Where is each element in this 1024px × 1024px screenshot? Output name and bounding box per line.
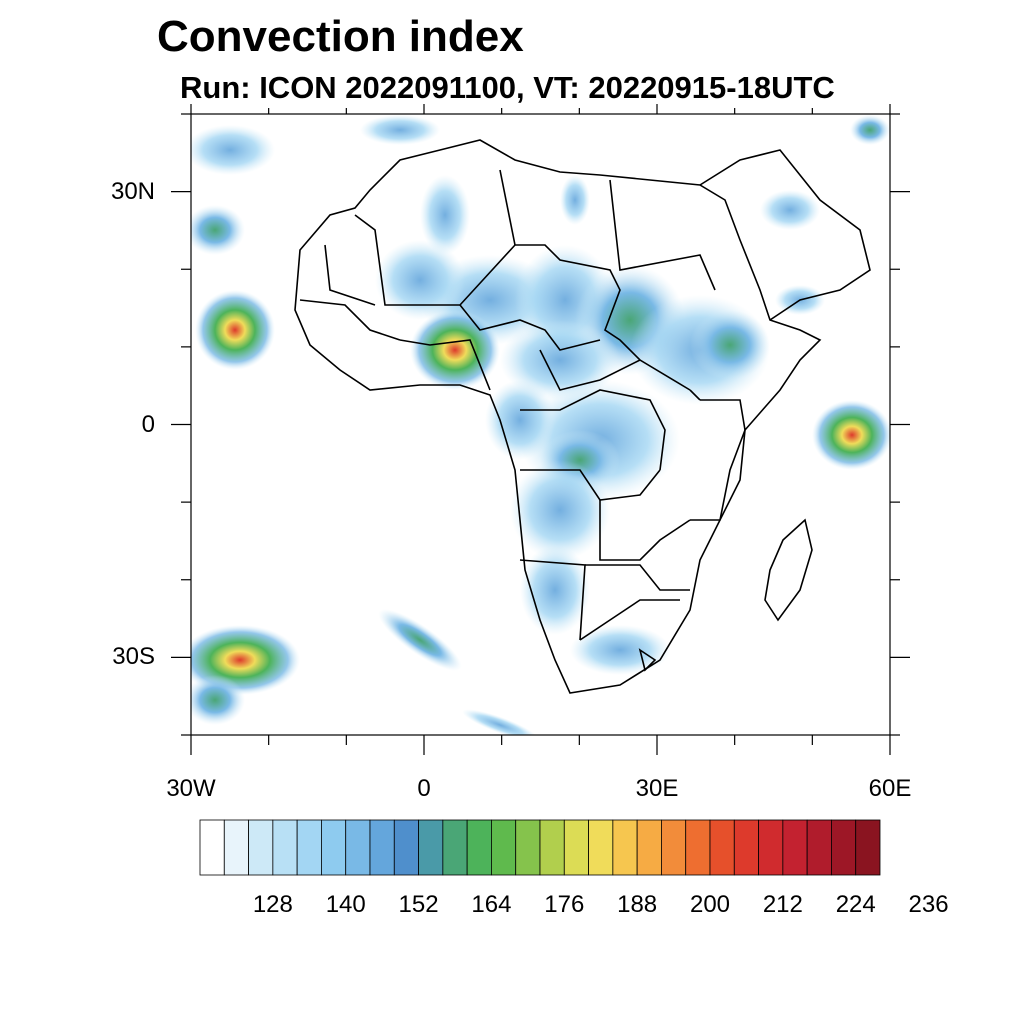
colorbar-swatch [806, 819, 832, 876]
colorbar: 128 140 152 164 176 188 200 212 224 236 [199, 819, 949, 918]
map-ticks [171, 104, 910, 755]
colorbar-label: 236 [909, 891, 949, 918]
lat-tick-label: 30N [110, 177, 155, 205]
convection-field [191, 115, 890, 735]
colorbar-swatch [539, 819, 565, 876]
colorbar-swatch [636, 819, 662, 876]
colorbar-swatch [733, 819, 759, 876]
colorbar-swatch [515, 819, 541, 876]
colorbar-swatch [296, 819, 322, 876]
lat-tick-label: 0 [141, 410, 155, 438]
lon-tick-label: 60E [868, 775, 912, 802]
map-subtitle: Run: ICON 2022091100, VT: 20220915-18UTC [180, 70, 835, 105]
colorbar-label: 212 [763, 891, 803, 918]
lon-tick-label: 0 [417, 775, 431, 802]
colorbar-swatch [782, 819, 808, 876]
coastlines-borders [294, 139, 871, 694]
colorbar-swatch [272, 819, 298, 876]
colorbar-swatch [831, 819, 857, 876]
lat-tick-label: 30S [112, 643, 155, 671]
colorbar-swatch [248, 819, 274, 876]
colorbar-swatch [393, 819, 419, 876]
colorbar-label: 188 [617, 891, 657, 918]
colorbar-label: 152 [399, 891, 439, 918]
colorbar-swatch [709, 819, 735, 876]
colorbar-swatch [418, 819, 444, 876]
colorbar-label: 140 [326, 891, 366, 918]
map-title: Convection index [157, 12, 524, 61]
colorbar-swatch [758, 819, 784, 876]
colorbar-swatch [442, 819, 468, 876]
colorbar-swatch [199, 819, 225, 876]
colorbar-swatch [345, 819, 371, 876]
colorbar-swatch [685, 819, 711, 876]
colorbar-swatch [612, 819, 638, 876]
colorbar-swatch [588, 819, 614, 876]
colorbar-swatch [661, 819, 687, 876]
colorbar-label: 164 [471, 891, 511, 918]
colorbar-swatch [855, 819, 881, 876]
lon-tick-label: 30E [635, 775, 679, 802]
colorbar-swatch [223, 819, 249, 876]
colorbar-label: 176 [544, 891, 584, 918]
colorbar-label: 224 [836, 891, 876, 918]
colorbar-label: 128 [253, 891, 293, 918]
colorbar-swatch [563, 819, 589, 876]
colorbar-swatch [466, 819, 492, 876]
colorbar-swatch [321, 819, 347, 876]
colorbar-swatch [491, 819, 517, 876]
colorbar-swatch [369, 819, 395, 876]
colorbar-label: 200 [690, 891, 730, 918]
lon-tick-label: 30W [166, 775, 216, 802]
